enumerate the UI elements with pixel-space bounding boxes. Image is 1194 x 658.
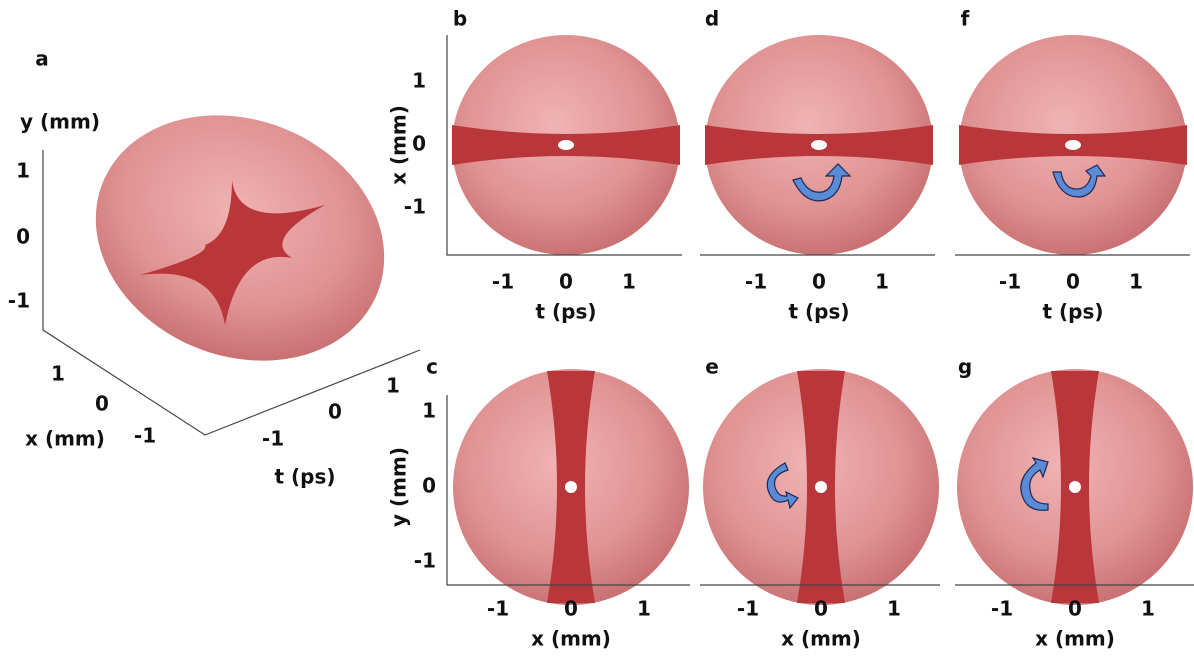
tick-label: -1 xyxy=(991,597,1013,621)
tick-label: 1 xyxy=(412,69,426,93)
axis-label: t (ps) xyxy=(1042,300,1103,324)
axis-label: y (mm) xyxy=(20,110,100,134)
tick-label: 0 xyxy=(1066,270,1080,294)
axis-label: x (mm) xyxy=(25,427,105,451)
tick-label: 0 xyxy=(814,597,828,621)
tick-label: 0 xyxy=(559,270,573,294)
panel-label: b xyxy=(453,7,467,31)
axis-label: x (mm) xyxy=(531,627,611,651)
tick-label: 0 xyxy=(812,270,826,294)
tick-label: 0 xyxy=(328,400,342,424)
axis-label: x (mm) xyxy=(781,627,861,651)
tick-label: -1 xyxy=(999,270,1021,294)
tick-label: -1 xyxy=(414,549,436,573)
axis-label: x (mm) xyxy=(387,105,411,185)
tick-label: 1 xyxy=(51,362,65,386)
tick-label: -1 xyxy=(737,597,759,621)
panel-label: e xyxy=(705,355,719,379)
tick-label: 1 xyxy=(422,399,436,423)
tick-label: -1 xyxy=(134,424,156,448)
tick-label: -1 xyxy=(8,289,30,313)
tick-label: 1 xyxy=(1129,270,1143,294)
axis-label: t (ps) xyxy=(274,465,335,489)
tick-label: 0 xyxy=(412,132,426,156)
tick-label: -1 xyxy=(487,597,509,621)
tick-label: 0 xyxy=(422,474,436,498)
tick-label: 1 xyxy=(887,597,901,621)
tick-label: 0 xyxy=(1068,597,1082,621)
panel-label: c xyxy=(426,355,438,379)
tick-label: -1 xyxy=(404,195,426,219)
tick-label: -1 xyxy=(745,270,767,294)
tick-label: 0 xyxy=(16,225,30,249)
panel-label: f xyxy=(961,7,970,31)
tick-label: 1 xyxy=(875,270,889,294)
tick-label: 1 xyxy=(1141,597,1155,621)
tick-label: 1 xyxy=(637,597,651,621)
panel-label: a xyxy=(35,47,49,71)
tick-label: 1 xyxy=(16,159,30,183)
tick-label: 1 xyxy=(386,374,400,398)
tick-label: -1 xyxy=(262,427,284,451)
axis-label: x (mm) xyxy=(1035,627,1115,651)
tick-label: 0 xyxy=(95,392,109,416)
tick-label: -1 xyxy=(492,270,514,294)
axis-label: y (mm) xyxy=(387,447,411,527)
panel-label: g xyxy=(958,355,972,379)
tick-label: 0 xyxy=(564,597,578,621)
tick-label: 1 xyxy=(622,270,636,294)
panel-label: d xyxy=(705,7,719,31)
figure: ay (mm)10-1x (mm)10-1t (ps)-101x (mm)10-… xyxy=(0,0,1194,654)
axis-label: t (ps) xyxy=(535,300,596,324)
axis-label: t (ps) xyxy=(788,300,849,324)
